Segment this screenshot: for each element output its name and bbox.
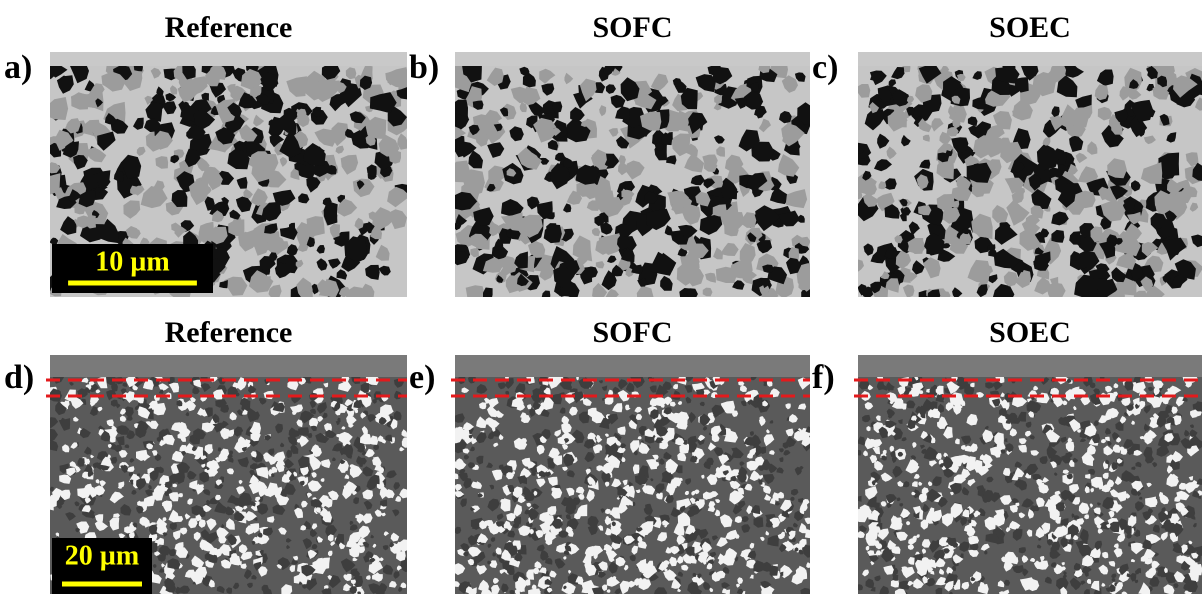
- grain: [44, 97, 68, 120]
- grain: [856, 584, 863, 590]
- panel-label: b): [409, 49, 439, 86]
- grain: [856, 192, 863, 200]
- panel-label: a): [4, 49, 32, 86]
- grain: [855, 496, 862, 502]
- panel-title: SOEC: [989, 11, 1071, 44]
- panel-label: f): [812, 359, 835, 396]
- panel-label: e): [409, 359, 435, 396]
- top-layer: [50, 355, 407, 377]
- panel-title: SOFC: [592, 316, 672, 349]
- grain: [48, 495, 57, 508]
- micrograph: [452, 355, 815, 594]
- grain: [856, 450, 862, 456]
- top-layer: [858, 355, 1202, 377]
- micrograph: [853, 52, 1202, 307]
- panel-label: c): [812, 49, 838, 86]
- grain: [447, 163, 468, 181]
- grain: [918, 205, 931, 215]
- micrograph: [445, 52, 821, 307]
- panel-title: Reference: [165, 11, 293, 44]
- scale-bar-label: 20 µm: [65, 540, 139, 571]
- grain: [40, 173, 60, 194]
- top-layer: [455, 355, 810, 377]
- top-layer: [455, 52, 810, 66]
- top-layer: [50, 52, 407, 66]
- panel-label: d): [4, 359, 34, 396]
- top-layer: [858, 52, 1202, 66]
- grain: [298, 427, 309, 436]
- panel-title: SOEC: [989, 316, 1071, 349]
- panel-title: Reference: [165, 316, 293, 349]
- grain: [178, 493, 183, 497]
- scale-bar-label: 10 µm: [95, 246, 169, 277]
- grain: [466, 285, 486, 305]
- grain: [208, 555, 218, 563]
- micrograph: [854, 355, 1202, 594]
- panel-title: SOFC: [592, 11, 672, 44]
